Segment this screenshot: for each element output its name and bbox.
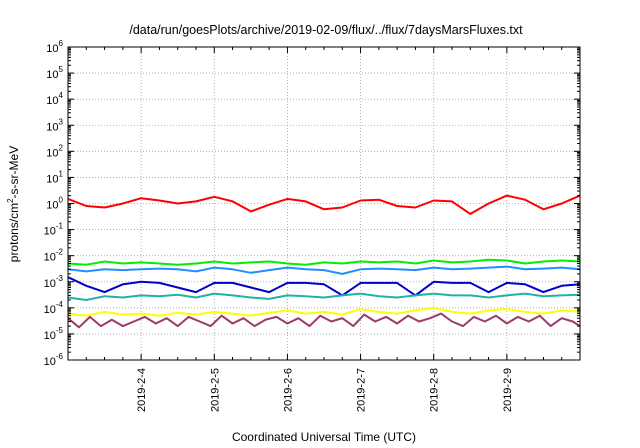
series-line-7	[67, 312, 581, 329]
y-tick-label-exponent: -1	[56, 222, 64, 231]
y-tick-label: 104	[46, 91, 63, 107]
y-axis-label-superscript: 2	[6, 198, 15, 203]
y-tick-label: 100	[46, 196, 63, 212]
series-layer	[67, 194, 581, 329]
y-tick-label-exponent: -2	[56, 248, 64, 257]
y-tick-label-base: 10	[46, 173, 58, 185]
y-tick-label-base: 10	[46, 69, 58, 81]
chart-title: /data/run/goesPlots/archive/2019-02-09/f…	[129, 23, 523, 37]
series-line-2	[67, 258, 581, 266]
y-tick-label: 10-1	[44, 222, 64, 238]
x-tick-label: 2019-2-8	[429, 368, 441, 412]
y-tick-label: 10-4	[44, 300, 64, 316]
y-tick-label-base: 10	[44, 356, 56, 368]
x-tick-label: 2019-2-7	[356, 368, 368, 412]
y-tick-label-base: 10	[46, 95, 58, 107]
y-tick-label-base: 10	[46, 121, 58, 133]
y-tick-label-exponent: -5	[56, 326, 64, 335]
y-tick-label-exponent: 3	[59, 117, 64, 126]
y-tick-label: 106	[46, 39, 63, 55]
y-tick-label-base: 10	[46, 147, 58, 159]
y-tick-label: 101	[46, 169, 63, 185]
y-tick-label-base: 10	[46, 43, 58, 55]
x-tick-label: 2019-2-9	[502, 368, 514, 412]
y-tick-label: 105	[46, 65, 63, 81]
y-tick-label-exponent: 2	[59, 143, 64, 152]
x-axis-label: Coordinated Universal Time (UTC)	[232, 430, 416, 444]
y-tick-label: 10-5	[44, 326, 64, 342]
series-line-4	[67, 276, 581, 297]
y-tick-label-exponent: -6	[56, 352, 64, 361]
y-axis-label-text: protons/cm	[7, 203, 21, 262]
y-axis-label-text-suffix: -s-sr-MeV	[7, 146, 21, 199]
y-tick-label: 102	[46, 143, 63, 159]
grid	[68, 47, 580, 360]
y-tick-label-exponent: -3	[56, 274, 64, 283]
y-tick-label-exponent: 1	[59, 169, 64, 178]
y-tick-label-exponent: 6	[59, 39, 64, 48]
y-tick-label: 10-6	[44, 352, 64, 368]
series-line-3	[67, 265, 581, 275]
y-tick-label-exponent: 5	[59, 65, 64, 74]
y-axis-label: protons/cm2-s-sr-MeV	[6, 146, 21, 262]
x-tick-label: 2019-2-6	[282, 368, 294, 412]
series-line-6	[67, 306, 581, 317]
y-tick-label-exponent: -4	[56, 300, 64, 309]
y-axis: 10-610-510-410-310-210-11001011021031041…	[44, 39, 580, 368]
y-tick-label-base: 10	[46, 200, 58, 212]
series-line-1	[67, 194, 581, 215]
y-tick-label: 10-3	[44, 274, 64, 290]
y-tick-label-base: 10	[44, 252, 56, 264]
y-tick-label: 103	[46, 117, 63, 133]
y-tick-label: 10-2	[44, 248, 64, 264]
x-tick-label: 2019-2-4	[136, 368, 148, 412]
y-tick-label-exponent: 0	[59, 196, 64, 205]
y-tick-label-base: 10	[44, 330, 56, 342]
y-tick-label-base: 10	[44, 278, 56, 290]
y-tick-label-base: 10	[44, 226, 56, 238]
y-tick-label-exponent: 4	[59, 91, 64, 100]
x-axis: 2019-2-4 2019-2-5 2019-2-6 2019-2-7 2019-2-8…	[85, 47, 563, 412]
y-tick-label-base: 10	[44, 304, 56, 316]
x-tick-label: 2019-2-5	[209, 368, 221, 412]
series-line-5	[67, 292, 581, 301]
